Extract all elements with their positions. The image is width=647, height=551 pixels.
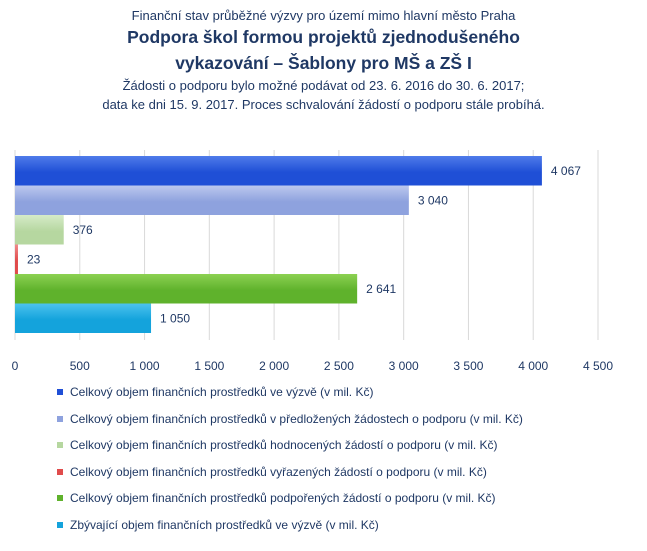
x-tick-label: 4 500 <box>583 359 613 373</box>
legend-item: Celkový objem finančních prostředků ve v… <box>57 385 373 399</box>
x-tick-label: 1 500 <box>194 359 224 373</box>
legend-label: Celkový objem finančních prostředků vyřa… <box>70 464 487 479</box>
x-tick-label: 0 <box>12 359 19 373</box>
legend-label: Celkový objem finančních prostředků ve v… <box>70 385 374 399</box>
legend-swatch <box>57 442 63 449</box>
bar <box>15 156 542 186</box>
legend-item: Celkový objem finančních prostředků hodn… <box>57 438 498 452</box>
data-label: 23 <box>27 252 41 266</box>
x-tick-label: 3 000 <box>389 359 419 373</box>
bar <box>15 185 409 215</box>
x-tick-label: 500 <box>70 359 90 373</box>
bar <box>15 244 18 274</box>
legend-item: Celkový objem finančních prostředků v př… <box>57 412 523 426</box>
chart-titles: Finanční stav průběžné výzvy pro území m… <box>0 0 647 113</box>
legend-label: Zbývající objem finančních prostředků ve… <box>70 518 379 532</box>
legend-swatch <box>57 389 63 395</box>
legend-swatch <box>57 415 63 422</box>
x-tick-label: 2 500 <box>324 359 354 373</box>
legend-swatch <box>57 495 63 502</box>
x-tick-label: 1 000 <box>130 359 160 373</box>
data-label: 2 641 <box>366 282 396 296</box>
legend-label: Celkový objem finančních prostředků podp… <box>70 491 496 506</box>
chart-subtitle: Finanční stav průběžné výzvy pro území m… <box>131 8 516 23</box>
chart-title-line2: vykazování – Šablony pro MŠ a ZŠ I <box>175 53 472 73</box>
legend-swatch <box>57 522 63 528</box>
data-label: 1 050 <box>160 311 190 325</box>
x-tick-label: 3 500 <box>453 359 483 373</box>
legend-swatch <box>57 468 63 475</box>
data-label: 4 067 <box>551 164 581 178</box>
legend-item: Celkový objem finančních prostředků podp… <box>57 491 496 505</box>
legend-label: Celkový objem finančních prostředků v př… <box>70 411 523 426</box>
data-label: 3 040 <box>418 193 448 207</box>
legend-item: Zbývající objem finančních prostředků ve… <box>57 518 379 532</box>
legend-item: Celkový objem finančních prostředků vyřa… <box>57 465 487 479</box>
chart-note-line2: data ke dni 15. 9. 2017. Proces schvalov… <box>102 97 545 112</box>
chart-title-line1: Podpora škol formou projektů zjednodušen… <box>127 27 520 47</box>
bar <box>15 274 358 304</box>
bar <box>15 215 64 245</box>
data-label: 376 <box>73 223 93 237</box>
chart-note-line1: Žádosti o podporu bylo možné podávat od … <box>122 78 525 93</box>
bar <box>15 303 152 333</box>
legend-label: Celkový objem finančních prostředků hodn… <box>70 438 498 453</box>
x-tick-label: 4 000 <box>518 359 548 373</box>
x-tick-label: 2 000 <box>259 359 289 373</box>
